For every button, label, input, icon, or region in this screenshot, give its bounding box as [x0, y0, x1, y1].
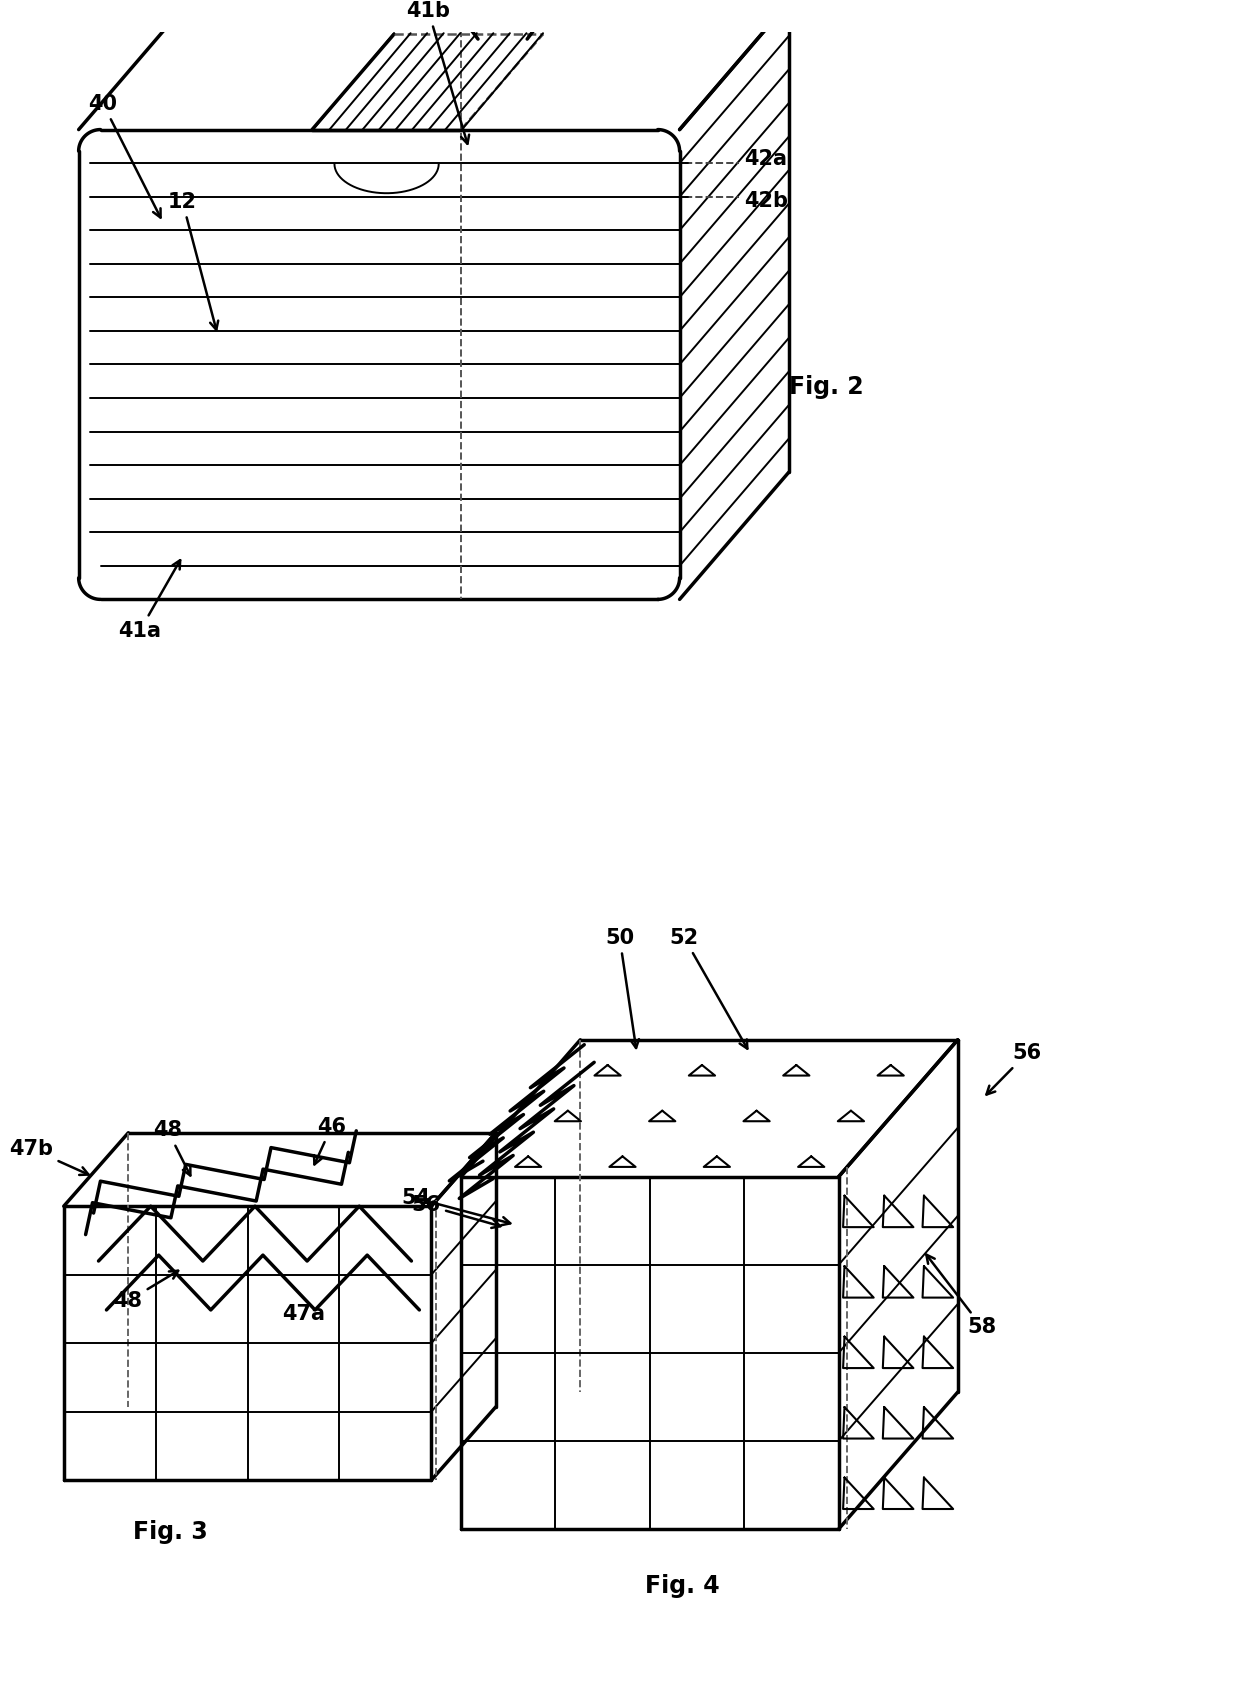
Text: 47a: 47a [283, 1304, 325, 1324]
Text: 48: 48 [113, 1270, 179, 1311]
Text: 12: 12 [169, 192, 218, 329]
Text: 41a: 41a [118, 560, 180, 641]
Text: 58: 58 [926, 1255, 997, 1338]
Text: Fig. 3: Fig. 3 [133, 1520, 208, 1544]
Text: 54: 54 [402, 1188, 511, 1225]
Text: Fig. 4: Fig. 4 [645, 1574, 719, 1598]
Text: 40: 40 [88, 94, 160, 218]
Text: Fig. 2: Fig. 2 [789, 375, 863, 398]
Text: 42b: 42b [744, 191, 789, 211]
Text: 52: 52 [670, 928, 748, 1049]
Text: 48: 48 [154, 1120, 191, 1176]
Text: 41b: 41b [407, 2, 469, 143]
Text: 50: 50 [605, 928, 639, 1048]
Text: 42a: 42a [744, 148, 787, 169]
Text: 47b: 47b [9, 1139, 88, 1174]
Text: 56: 56 [412, 1194, 501, 1228]
Text: 46: 46 [314, 1117, 346, 1164]
Text: 56: 56 [987, 1043, 1042, 1095]
